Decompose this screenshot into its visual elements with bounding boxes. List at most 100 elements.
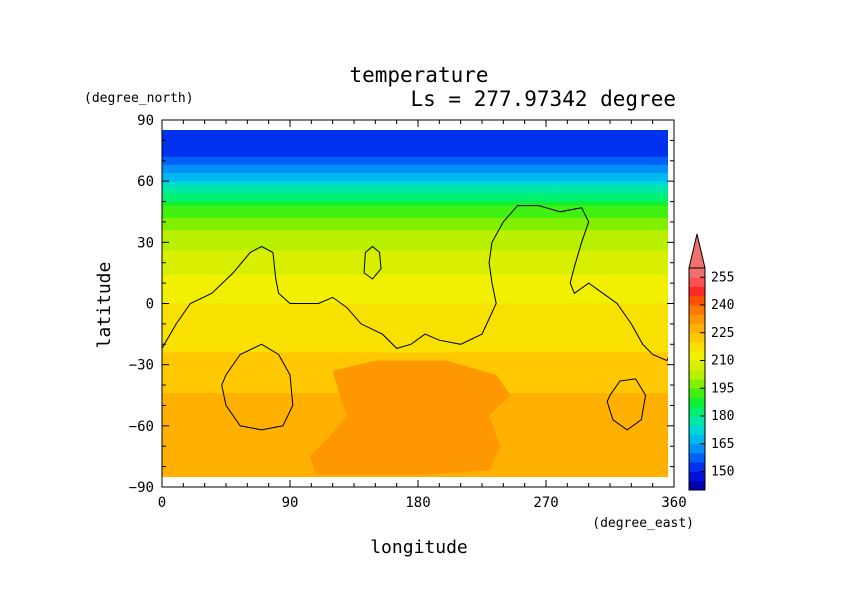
field-band: [162, 140, 668, 146]
y-axis-label: latitude: [94, 262, 115, 349]
field-band: [162, 130, 668, 133]
x-unit-label: (degree_east): [592, 516, 694, 531]
x-axis-ticks: 0 90 180 270 360: [158, 120, 687, 511]
field-band: [162, 352, 668, 358]
colorbar-swatch: [689, 443, 705, 454]
colorbar-swatch: [689, 268, 705, 278]
field-band: [162, 332, 668, 337]
field-band: [162, 168, 668, 174]
colorbar-swatch: [689, 379, 705, 389]
field-band: [162, 348, 668, 354]
colorbar-label: 225: [711, 326, 734, 341]
contour-blob_n: [363, 245, 382, 280]
field-band: [162, 181, 668, 186]
field-band: [162, 193, 668, 199]
colorbar-swatch: [689, 471, 705, 482]
field-band: [162, 340, 668, 345]
colorbar-label: 180: [711, 409, 734, 424]
colorbar-label: 210: [711, 354, 734, 369]
field-band: [162, 315, 668, 321]
field-band: [162, 160, 668, 166]
y-tick-label: −60: [129, 419, 154, 435]
field-band: [162, 156, 668, 162]
field-band: [162, 336, 668, 341]
field-band: [162, 274, 668, 280]
colorbar-frame: [688, 267, 706, 491]
field-band: [162, 234, 668, 239]
temperature-field: [162, 130, 668, 477]
colorbar-swatch: [689, 295, 705, 306]
colorbar-swatch: [689, 388, 705, 398]
colorbar-swatch: [689, 277, 705, 287]
colorbar-swatch: [689, 453, 705, 463]
field-band: [162, 258, 668, 264]
field-band: [162, 189, 668, 194]
field-band: [162, 287, 668, 292]
field-band: [162, 164, 668, 170]
field-band: [162, 197, 668, 203]
contour-main: [162, 205, 668, 362]
field-band: [162, 217, 668, 223]
contour-lines: [162, 205, 668, 431]
warm-region: [309, 360, 511, 475]
y-tick-label: 60: [137, 174, 154, 190]
field-band: [162, 230, 668, 235]
colorbar-swatch: [689, 369, 705, 380]
field-band: [162, 144, 668, 150]
colorbar-swatch: [689, 323, 705, 334]
x-tick-label: 270: [533, 495, 558, 511]
colorbar-label: 240: [711, 298, 734, 313]
colorbar-swatch: [689, 286, 705, 297]
colorbar-label: 150: [711, 465, 734, 480]
colorbar: 150 165 180 195 210 225 240 255: [688, 233, 734, 491]
colorbar-swatch: [689, 332, 705, 343]
x-axis-label: longitude: [370, 537, 468, 558]
y-tick-label: 0: [146, 297, 154, 313]
field-band: [162, 136, 668, 141]
colorbar-swatch: [689, 425, 705, 435]
colorbar-label: 255: [711, 270, 734, 285]
field-band: [162, 279, 668, 284]
colorbar-swatch: [689, 314, 705, 324]
colorbar-swatch: [689, 360, 705, 371]
field-band: [162, 238, 668, 243]
field-band: [162, 148, 668, 154]
field-band: [162, 152, 668, 158]
field-band: [162, 303, 668, 309]
contour-ring_se: [606, 378, 647, 431]
chart-subtitle: Ls = 277.97342 degree: [410, 87, 676, 111]
field-band: [162, 173, 668, 178]
field-band: [162, 299, 668, 305]
field-band: [162, 254, 668, 260]
colorbar-swatch: [689, 480, 705, 491]
colorbar-swatch: [689, 342, 705, 352]
x-tick-label: 180: [405, 495, 430, 511]
field-band: [162, 283, 668, 288]
field-band: [162, 307, 668, 313]
field-band: [162, 356, 668, 362]
y-tick-label: 90: [137, 113, 154, 129]
field-band: [162, 213, 668, 219]
colorbar-swatch: [689, 305, 705, 315]
field-band: [162, 205, 668, 211]
field-band: [162, 474, 668, 477]
x-tick-label: 360: [661, 495, 686, 511]
field-band: [162, 270, 668, 276]
colorbar-label: 165: [711, 437, 734, 452]
field-band: [162, 250, 668, 256]
y-tick-label: −30: [129, 358, 154, 374]
colorbar-swatch: [689, 351, 705, 361]
y-tick-label: 30: [137, 235, 154, 251]
field-band: [162, 226, 668, 231]
field-band: [162, 246, 668, 252]
colorbar-swatch: [689, 434, 705, 445]
field-band: [162, 262, 668, 268]
field-band: [162, 311, 668, 317]
field-band: [162, 242, 668, 248]
field-band: [162, 295, 668, 301]
y-tick-label: −90: [129, 480, 154, 496]
x-tick-label: 90: [282, 495, 299, 511]
field-band: [162, 319, 668, 325]
field-band: [162, 327, 668, 333]
